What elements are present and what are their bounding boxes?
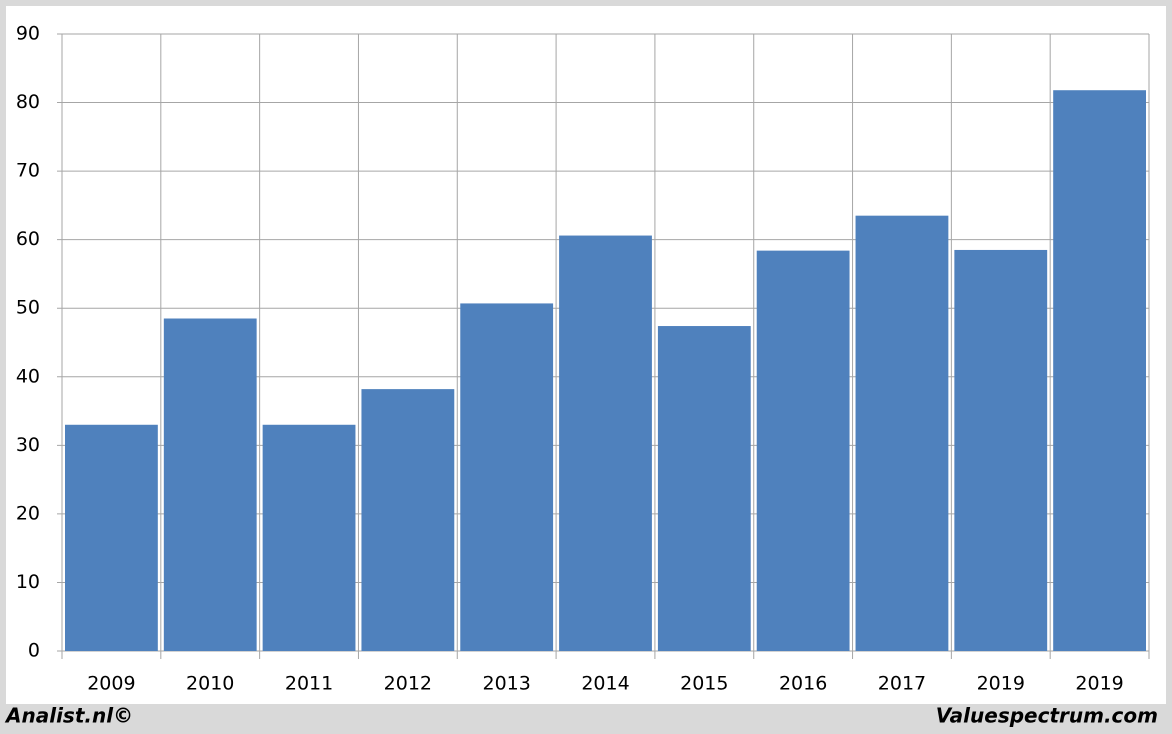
bar [559,235,652,651]
bar [1053,90,1146,651]
bar [361,389,455,651]
x-tick-label: 2009 [87,673,135,695]
y-tick-label: 10 [16,571,40,593]
bar [855,215,949,651]
y-tick-label: 70 [16,160,40,182]
x-tick-label: 2017 [878,673,926,695]
y-tick-label: 30 [16,434,40,456]
y-tick-label: 90 [16,23,40,45]
bar [756,250,850,651]
x-tick-label: 2011 [285,673,333,695]
x-tick-label: 2012 [384,673,432,695]
footer-right: Valuespectrum.com [936,704,1158,728]
y-tick-label: 0 [28,640,40,662]
y-tick-label: 50 [16,297,40,319]
bar [954,249,1048,651]
footer-left: Analist.nl© [4,704,133,728]
x-tick-label: 2019 [977,673,1025,695]
bar [262,424,356,651]
bar [65,424,158,651]
x-tick-label: 2014 [581,673,629,695]
y-tick-label: 60 [16,228,40,250]
bar [657,326,751,651]
y-tick-label: 20 [16,502,40,524]
x-tick-label: 2013 [483,673,531,695]
x-tick-label: 2010 [186,673,234,695]
bar [460,303,554,651]
x-tick-label: 2015 [680,673,728,695]
x-tick-label: 2019 [1075,673,1123,695]
bar [163,318,257,651]
y-tick-label: 80 [16,91,40,113]
x-tick-label: 2016 [779,673,827,695]
y-tick-label: 40 [16,365,40,387]
